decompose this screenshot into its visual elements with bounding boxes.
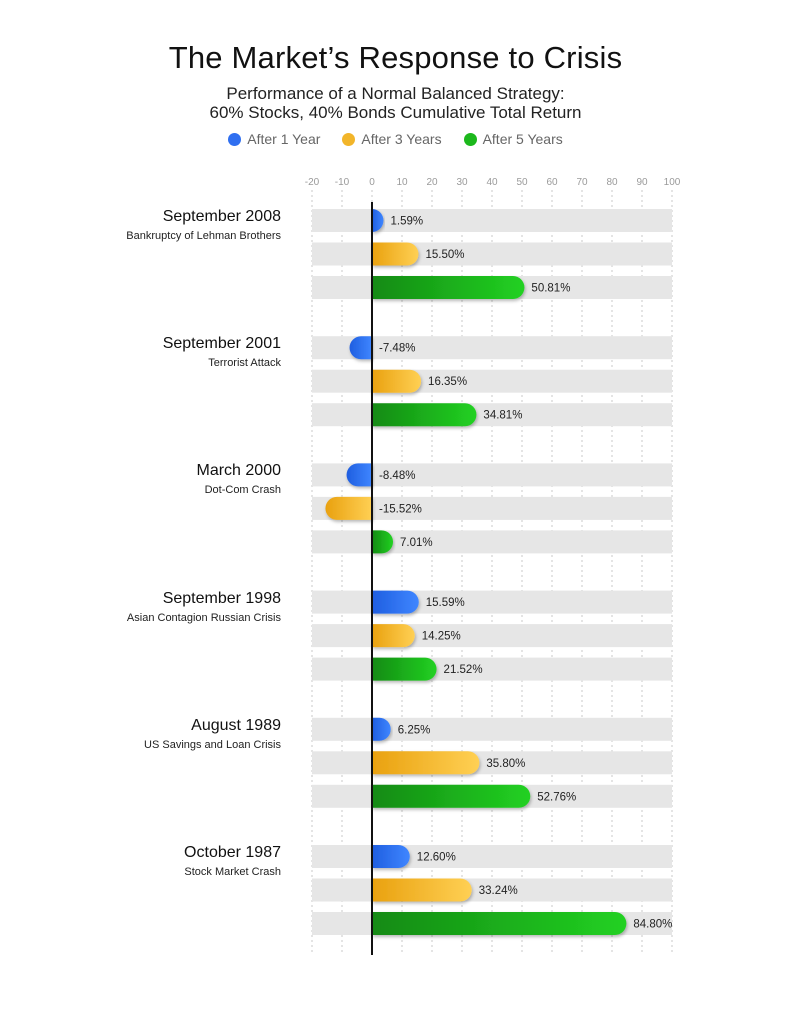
value-labels: 1.59% 15.50% 50.81% -7.48% 16.35% 34.81% -8.48… (379, 216, 672, 931)
row-background (312, 242, 672, 266)
category-title: August 1989 (191, 716, 281, 734)
x-tick-label: 20 (426, 177, 438, 188)
value-label: 16.35% (428, 376, 467, 388)
legend-item-after-5-years: After 5 Years (463, 131, 563, 147)
value-label: 84.80% (633, 919, 672, 931)
bar-after-3-years (372, 624, 415, 648)
grid (311, 190, 673, 955)
bar-after-3-years (372, 369, 422, 393)
x-tick-label: 40 (486, 177, 498, 188)
legend-dot-icon (342, 132, 356, 146)
bar-after-1-year (346, 463, 372, 487)
bar-after-5-years (372, 784, 531, 808)
value-label: 12.60% (417, 852, 456, 864)
value-label: 15.59% (426, 597, 465, 609)
legend-label: After 1 Year (247, 131, 321, 147)
x-tick-label: 30 (456, 177, 468, 188)
legend-item-after-3-years: After 3 Years (342, 131, 442, 147)
x-tick-label: 80 (606, 177, 618, 188)
legend-label: After 3 Years (361, 131, 442, 147)
bar-after-1-year (372, 590, 419, 614)
chart-subtitle-line-1: Performance of a Normal Balanced Strateg… (226, 84, 565, 103)
bar-after-3-years (325, 496, 372, 520)
row-background (312, 845, 672, 868)
legend-dot-icon (228, 132, 242, 146)
legend-item-after-1-year: After 1 Year (228, 131, 320, 147)
row-background (312, 624, 672, 648)
x-tick-label: 10 (396, 177, 408, 188)
bar-after-1-year (372, 717, 391, 741)
value-label: 15.50% (426, 249, 465, 261)
category-title: September 2001 (162, 335, 281, 353)
x-tick-label: 0 (369, 177, 375, 188)
category-title: March 2000 (196, 462, 282, 480)
bar-after-1-year (372, 845, 410, 868)
value-label: 33.24% (479, 885, 518, 897)
x-tick-label: -10 (335, 177, 350, 188)
value-label: 6.25% (398, 724, 431, 736)
category-title: September 2008 (162, 208, 281, 225)
row-background (312, 336, 672, 360)
row-background (312, 717, 672, 741)
x-tick-label: 90 (636, 177, 648, 188)
bar-after-3-years (372, 751, 480, 775)
value-label: 34.81% (483, 410, 522, 422)
value-label: -8.48% (379, 470, 415, 482)
x-tick-label: 50 (516, 177, 528, 188)
row-background (312, 496, 672, 520)
bar-after-3-years (372, 878, 472, 902)
bar-after-5-years (372, 530, 394, 554)
value-label: 50.81% (531, 283, 570, 295)
legend-label: After 5 Years (482, 131, 563, 147)
bar-after-1-year (349, 336, 372, 360)
bar-after-5-years (372, 403, 477, 427)
row-background (312, 530, 672, 554)
row-background (312, 590, 672, 614)
bar-after-5-years (372, 276, 525, 299)
x-tick-label: 70 (576, 177, 588, 188)
row-background (312, 463, 672, 487)
x-tick-label: 100 (664, 177, 681, 188)
bar-after-5-years (372, 657, 437, 681)
legend: After 1 Year After 3 Years After 5 Years (0, 131, 791, 147)
value-label: 35.80% (486, 758, 525, 770)
value-label: 52.76% (537, 791, 576, 803)
chart-title: The Market’s Response to Crisis (168, 40, 623, 75)
category-subtitle: Stock Market Crash (184, 866, 281, 878)
legend-dot-icon (463, 132, 477, 146)
bar-after-3-years (372, 242, 419, 266)
category-subtitle: Terrorist Attack (208, 357, 281, 370)
x-tick-label: 60 (546, 177, 558, 188)
value-label: 1.59% (391, 216, 424, 228)
bars (325, 209, 627, 935)
category-subtitle: US Savings and Loan Crisis (144, 738, 281, 751)
value-label: 7.01% (400, 537, 433, 549)
bar-after-5-years (372, 912, 627, 935)
category-title: September 1998 (162, 589, 281, 607)
value-label: 21.52% (444, 664, 483, 676)
category-title: October 1987 (184, 844, 281, 861)
row-background (312, 657, 672, 681)
row-background (312, 209, 672, 232)
category-subtitle: Asian Contagion Russian Crisis (126, 611, 281, 624)
value-label: 14.25% (422, 631, 461, 643)
x-tick-label: -20 (305, 177, 320, 188)
chart-subtitle-line-2: 60% Stocks, 40% Bonds Cumulative Total R… (209, 103, 582, 122)
category-subtitle: Bankruptcy of Lehman Brothers (126, 230, 281, 242)
value-label: -15.52% (379, 503, 422, 515)
category-subtitle: Dot-Com Crash (204, 484, 281, 497)
bar-after-1-year (372, 209, 384, 233)
value-label: -7.48% (379, 343, 415, 355)
x-axis-ticks: -20 -10 0 10 20 30 40 50 60 70 80 90 100 (305, 177, 681, 188)
row-background (312, 369, 672, 393)
